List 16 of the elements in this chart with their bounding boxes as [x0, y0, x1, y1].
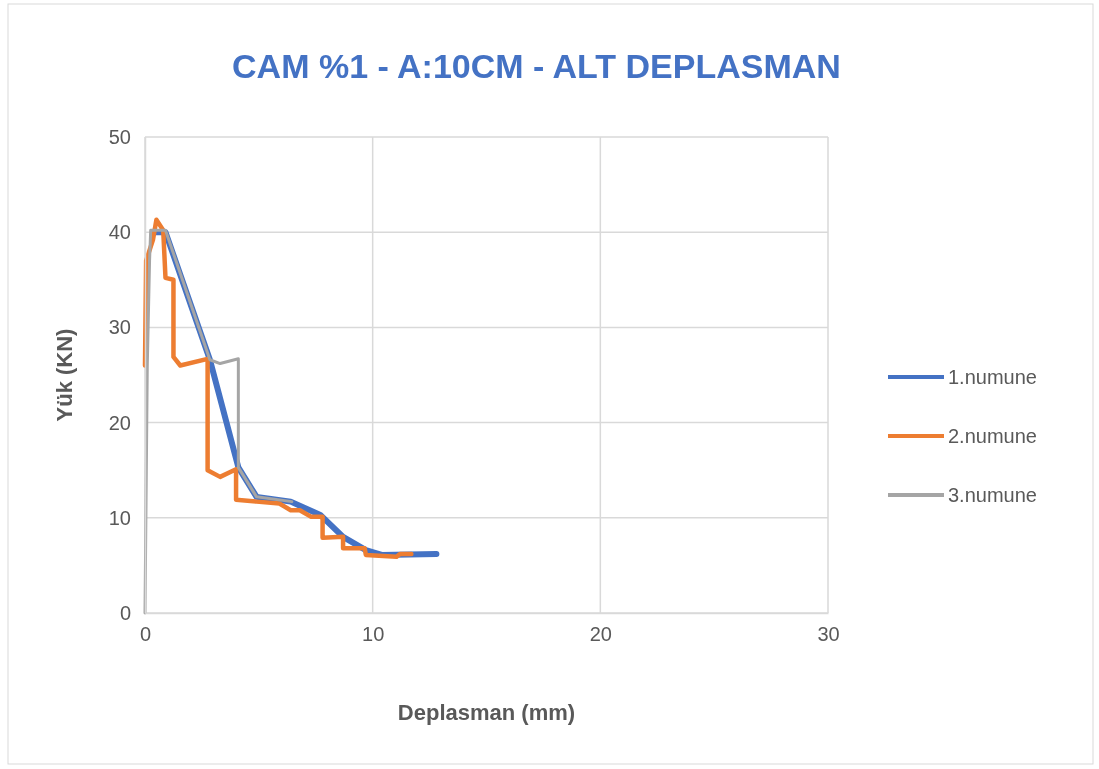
legend-label: 3.numune [948, 484, 1037, 506]
y-tick-label: 10 [108, 506, 131, 529]
y-tick-label: 50 [108, 125, 131, 148]
x-tick-label: 0 [139, 623, 152, 646]
chart-title: CAM %1 - A:10CM - ALT DEPLASMAN [232, 47, 841, 85]
y-axis-title: Yük (KN) [52, 328, 77, 422]
legend-label: 2.numune [948, 425, 1037, 447]
x-axis-title: Deplasman (mm) [397, 700, 576, 725]
x-tick-label: 10 [362, 623, 385, 646]
x-tick-label: 20 [589, 623, 612, 646]
y-tick-label: 30 [108, 316, 131, 339]
y-tick-label: 40 [108, 221, 131, 244]
legend-label: 1.numune [948, 366, 1037, 388]
y-tick-label: 20 [108, 411, 131, 434]
x-tick-label: 30 [817, 623, 840, 646]
y-tick-label: 0 [119, 601, 131, 624]
